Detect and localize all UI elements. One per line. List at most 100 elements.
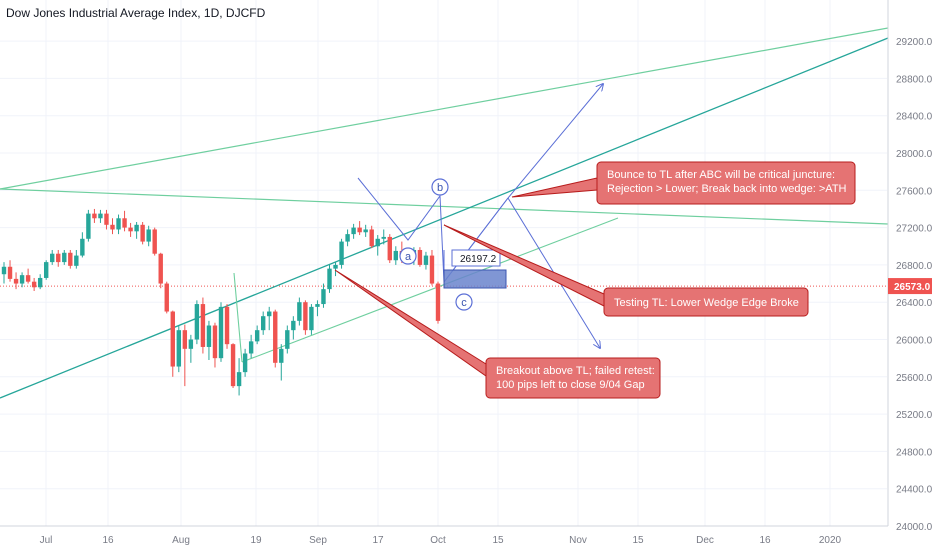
- candle-body: [315, 304, 320, 307]
- candle-body: [297, 302, 302, 321]
- candle-body: [152, 229, 157, 254]
- price-tick-label: 29200.0: [896, 37, 932, 48]
- candle-body: [387, 236, 392, 261]
- callout-breakout-text: 100 pips left to close 9/04 Gap: [496, 379, 645, 391]
- candle-body: [19, 275, 25, 284]
- candle-body: [164, 283, 169, 312]
- candle-body: [50, 253, 55, 263]
- callout-bounce-box: [596, 161, 856, 205]
- candle-body: [309, 306, 314, 331]
- lower-wedge-line: [241, 217, 619, 363]
- candle-body: [363, 229, 368, 233]
- candle-body: [176, 330, 182, 367]
- candle-body: [285, 330, 290, 349]
- candle-body: [423, 255, 429, 265]
- candle-body: [339, 241, 344, 265]
- candle-body: [212, 325, 218, 359]
- price-tick-label: 26800.0: [896, 261, 932, 272]
- candle-body: [122, 218, 127, 228]
- time-tick-label: 16: [102, 535, 114, 546]
- candle-body: [25, 275, 31, 282]
- time-tick-label: 16: [759, 535, 771, 546]
- last-price-label: 26573.0: [894, 282, 931, 293]
- candle-body: [345, 234, 350, 242]
- measure-label-box: [451, 249, 501, 267]
- price-tick-label: 24000.0: [896, 522, 932, 533]
- measure-label: 26197.2: [460, 254, 497, 265]
- wave-a-label: a: [405, 251, 412, 263]
- callout-bounce-text: Rejection > Lower; Break back into wedge…: [607, 183, 847, 195]
- candle-body: [248, 341, 254, 354]
- candle-body: [170, 311, 175, 367]
- price-axis: 24000.0 24400.0 24800.0 25200.0 25600.0 26000…: [887, 0, 932, 533]
- callout-breakout-text: Breakout above TL; failed retest:: [496, 365, 655, 377]
- time-axis: Jul 16 Aug 19 Sep 17 Oct 15 Nov 15 Dec 16 2020: [0, 525, 888, 546]
- candle-body: [134, 224, 139, 232]
- measure-box: [443, 269, 507, 289]
- candle-body: [321, 289, 326, 305]
- candle-body: [74, 255, 79, 266]
- candle-body: [369, 229, 374, 247]
- candle-body: [417, 249, 423, 265]
- trendlines: [0, 27, 889, 399]
- candle-body: [303, 302, 308, 331]
- time-tick-label: Dec: [696, 535, 714, 546]
- price-tick-label: 24400.0: [896, 485, 932, 496]
- candle-body: [267, 311, 272, 317]
- candle-body: [381, 236, 386, 239]
- candle-body: [333, 264, 338, 269]
- candle-body: [260, 316, 266, 331]
- candle-body: [68, 252, 73, 266]
- callout-bounce-text: Bounce to TL after ABC will be critical …: [607, 169, 835, 181]
- candle-body: [110, 224, 115, 230]
- candle-body: [236, 372, 242, 387]
- candle-body: [242, 353, 248, 373]
- candle-body: [158, 253, 163, 284]
- callout-breakout-box: [485, 357, 661, 399]
- candle-body: [182, 330, 188, 349]
- price-tick-label: 25200.0: [896, 410, 932, 421]
- callout-testing-tl-text: Testing TL: Lower Wedge Edge Broke: [614, 297, 799, 309]
- chart-title: Dow Jones Industrial Average Index, 1D, …: [6, 6, 266, 20]
- candle-body: [140, 224, 145, 242]
- callout-bounce-pointer: [511, 177, 598, 198]
- wave-c-label: c: [461, 297, 467, 309]
- candle-body: [37, 277, 43, 288]
- candle-body: [291, 320, 296, 331]
- annotations: 26197.2 a b c Bounce to TL after ABC will be…: [334, 84, 856, 399]
- price-tick-label: 24800.0: [896, 447, 932, 458]
- price-tick-label: 25600.0: [896, 373, 932, 384]
- candle-body: [80, 238, 85, 256]
- candle-body: [429, 255, 435, 284]
- time-tick-label: Sep: [309, 535, 327, 546]
- time-tick-label: 15: [632, 535, 644, 546]
- last-price-badge: [888, 278, 932, 295]
- candle-body: [230, 344, 236, 387]
- candle-body: [188, 339, 194, 349]
- candle-body: [200, 304, 206, 347]
- time-tick-label: 17: [372, 535, 384, 546]
- callout-testing-tl-box: [603, 287, 809, 317]
- time-tick-label: 2020: [819, 535, 842, 546]
- candle-body: [393, 250, 399, 261]
- candle-body: [273, 311, 278, 363]
- price-tick-label: 28400.0: [896, 112, 932, 123]
- abc-wave-path: [357, 177, 445, 283]
- candle-body: [104, 213, 109, 225]
- upper-wedge-line: [0, 27, 889, 190]
- candle-body: [128, 227, 133, 232]
- time-tick-label: Jul: [40, 535, 53, 546]
- candle-body: [279, 348, 284, 363]
- candle-body: [56, 253, 61, 263]
- wedge-start-line: [233, 272, 243, 363]
- candle-body: [254, 330, 260, 342]
- candle-body: [146, 229, 151, 242]
- price-tick-label: 27200.0: [896, 224, 932, 235]
- candle-body: [92, 213, 97, 219]
- candle-body: [7, 266, 13, 279]
- candle-body: [31, 281, 37, 288]
- candle-body: [206, 325, 212, 347]
- wave-b-label: b: [437, 182, 443, 194]
